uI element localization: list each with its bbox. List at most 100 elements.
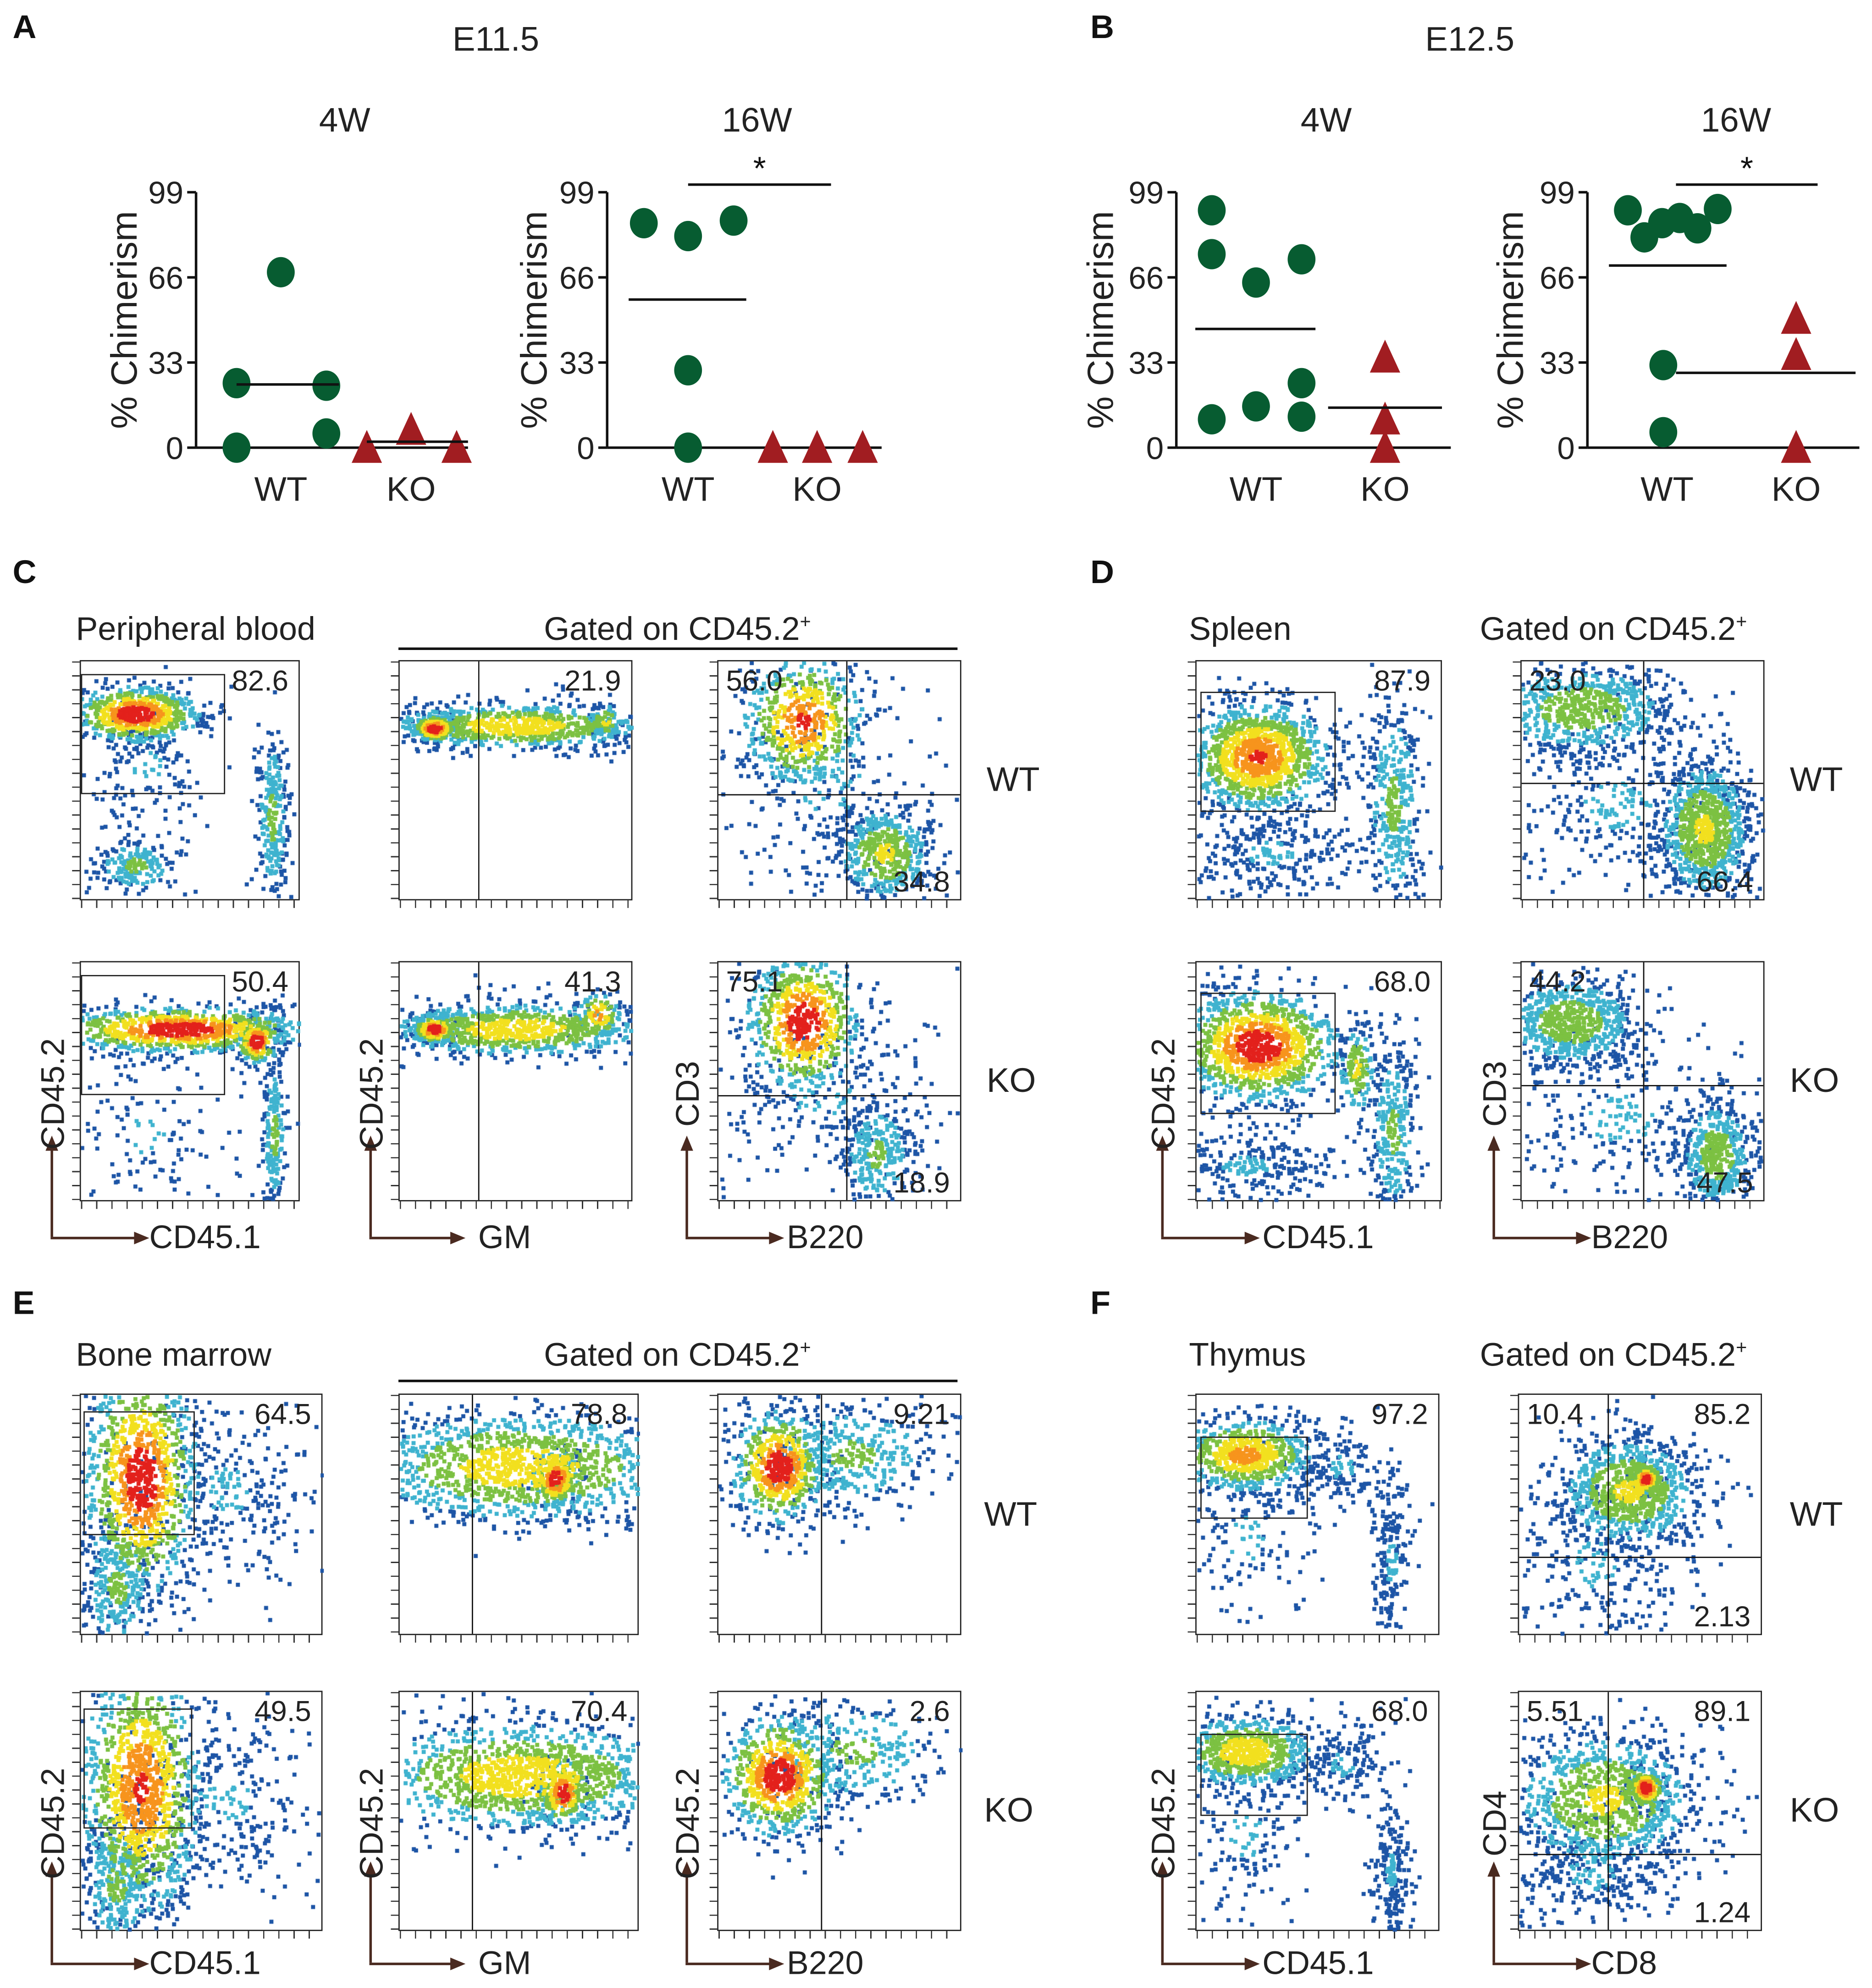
y-axis-label: CD45.2 (668, 1767, 707, 1879)
data-point-ko (802, 430, 833, 463)
x-axis-ticks (718, 1201, 960, 1209)
gate-percentage: 50.4 (232, 964, 289, 998)
data-point-ko (1369, 402, 1400, 435)
gate-horizontal-line (718, 1095, 960, 1097)
gated-text: Gated on CD45.2 (1480, 609, 1736, 648)
gate-vertical-line (821, 1394, 823, 1634)
data-point-wt (719, 205, 748, 236)
panel-e-gated-bracket (398, 1379, 958, 1382)
panel-c-gated-label: Gated on CD45.2+ (544, 610, 811, 649)
y-axis-arrow-line (1492, 1874, 1495, 1963)
x-axis-ticks (81, 1635, 321, 1643)
flow-density-dots (81, 962, 301, 1203)
gate-horizontal-line (1519, 1854, 1761, 1856)
y-axis-label: % Chimerism (514, 211, 554, 429)
flow-density-dots (1519, 1692, 1763, 1933)
gate-percentage: 64.5 (254, 1397, 311, 1431)
gated-sup: + (1736, 611, 1747, 633)
y-tick-label: 99 (1128, 175, 1164, 210)
y-axis-ticks (709, 1394, 718, 1634)
flow-plot-c-wt-3: 56.0 34.8 (709, 660, 963, 908)
gated-text: Gated on CD45.2 (544, 609, 800, 648)
x-axis-ticks (1521, 1201, 1763, 1209)
panel-letter-d: D (1090, 552, 1114, 591)
arrow-right-icon (450, 1957, 466, 1971)
row-label-ko: KO (1789, 1062, 1839, 1100)
gate-percentage: 85.2 (1694, 1397, 1751, 1431)
gate-rectangle (81, 975, 226, 1096)
gate-rectangle (1200, 692, 1336, 812)
x-axis-ticks (81, 900, 299, 908)
flow-density-dots (81, 1692, 324, 1933)
category-label-wt: WT (1640, 470, 1694, 508)
y-axis-arrow-line (50, 1148, 53, 1237)
y-tick-label: 66 (148, 260, 183, 296)
flow-density-dots (1196, 1692, 1441, 1933)
gate-percentage: 82.6 (232, 664, 289, 697)
arrow-right-icon (134, 1232, 149, 1245)
gate-vertical-line (478, 962, 480, 1201)
gate-percentage: 47.5 (1696, 1166, 1753, 1199)
gated-sup: + (800, 1337, 811, 1359)
gate-percentage: 75.1 (726, 964, 783, 998)
flow-plot-c-wt-2: 21.9 (391, 660, 634, 908)
y-tick-label: 0 (166, 430, 183, 466)
y-axis-arrow-line (1492, 1148, 1495, 1237)
chart-title: 16W (722, 101, 793, 139)
panel-letter-b: B (1090, 7, 1114, 46)
x-axis-ticks (718, 1635, 960, 1643)
data-point-ko (847, 430, 878, 463)
gated-sup: + (1736, 1337, 1747, 1359)
y-axis-ticks (1187, 1394, 1196, 1634)
gate-rectangle (83, 1708, 193, 1829)
flow-plot-d-wt-1: 87.9 (1187, 660, 1443, 908)
x-axis-ticks (718, 900, 960, 908)
y-axis-ticks (709, 661, 718, 899)
row-label-ko: KO (984, 1791, 1033, 1829)
data-point-wt (1683, 213, 1712, 244)
flow-plot-c-wt-1: 82.6 (72, 660, 301, 908)
x-axis-label: CD8 (1591, 1944, 1657, 1982)
y-axis-ticks (391, 1692, 399, 1930)
y-tick-label: 33 (148, 346, 183, 381)
x-axis-arrow-line (685, 1962, 774, 1965)
y-tick-label: 66 (1540, 260, 1575, 296)
gate-percentage: 1.24 (1694, 1895, 1751, 1929)
y-axis-label: CD45.2 (352, 1037, 391, 1149)
x-axis-arrow-line (50, 1237, 139, 1239)
data-point-wt (312, 418, 341, 449)
gate-percentage: 18.9 (893, 1166, 950, 1199)
y-axis-label: CD45.2 (1144, 1767, 1182, 1879)
data-point-wt (674, 432, 702, 463)
x-axis-ticks (1196, 900, 1441, 908)
y-axis-ticks (72, 962, 80, 1201)
data-point-wt (1287, 368, 1316, 398)
x-axis-label: GM (478, 1944, 531, 1982)
flow-plot-c-ko-1: 50.4 (72, 961, 301, 1209)
gate-percentage: 66.4 (1696, 865, 1753, 898)
y-axis-ticks (72, 1394, 80, 1634)
x-axis-label: GM (478, 1217, 531, 1256)
flow-plot-d-ko-1: 68.0 (1187, 961, 1443, 1209)
gate-vertical-line (1643, 962, 1645, 1201)
y-axis-ticks (1510, 1692, 1518, 1930)
gate-percentage: 2.6 (909, 1694, 950, 1728)
x-axis-ticks (718, 1931, 960, 1939)
flow-density-dots (1196, 962, 1443, 1203)
gate-percentage: 23.0 (1529, 664, 1586, 697)
y-tick-label: 66 (1128, 260, 1164, 296)
arrow-right-icon (1244, 1232, 1260, 1245)
flow-density-dots (718, 1692, 963, 1933)
gate-vertical-line (478, 661, 480, 899)
y-axis-ticks (1187, 962, 1196, 1201)
arrow-up-icon (1156, 1861, 1169, 1877)
flow-density-dots (1519, 1394, 1763, 1636)
flow-density-dots (399, 1692, 640, 1933)
flow-density-dots (81, 1394, 324, 1636)
y-axis-label: CD3 (668, 1060, 707, 1126)
data-point-wt (1287, 401, 1316, 432)
flow-plot-e-ko-2: 70.4 (391, 1691, 640, 1939)
arrow-right-icon (769, 1232, 784, 1245)
y-tick-label: 0 (1557, 430, 1574, 466)
